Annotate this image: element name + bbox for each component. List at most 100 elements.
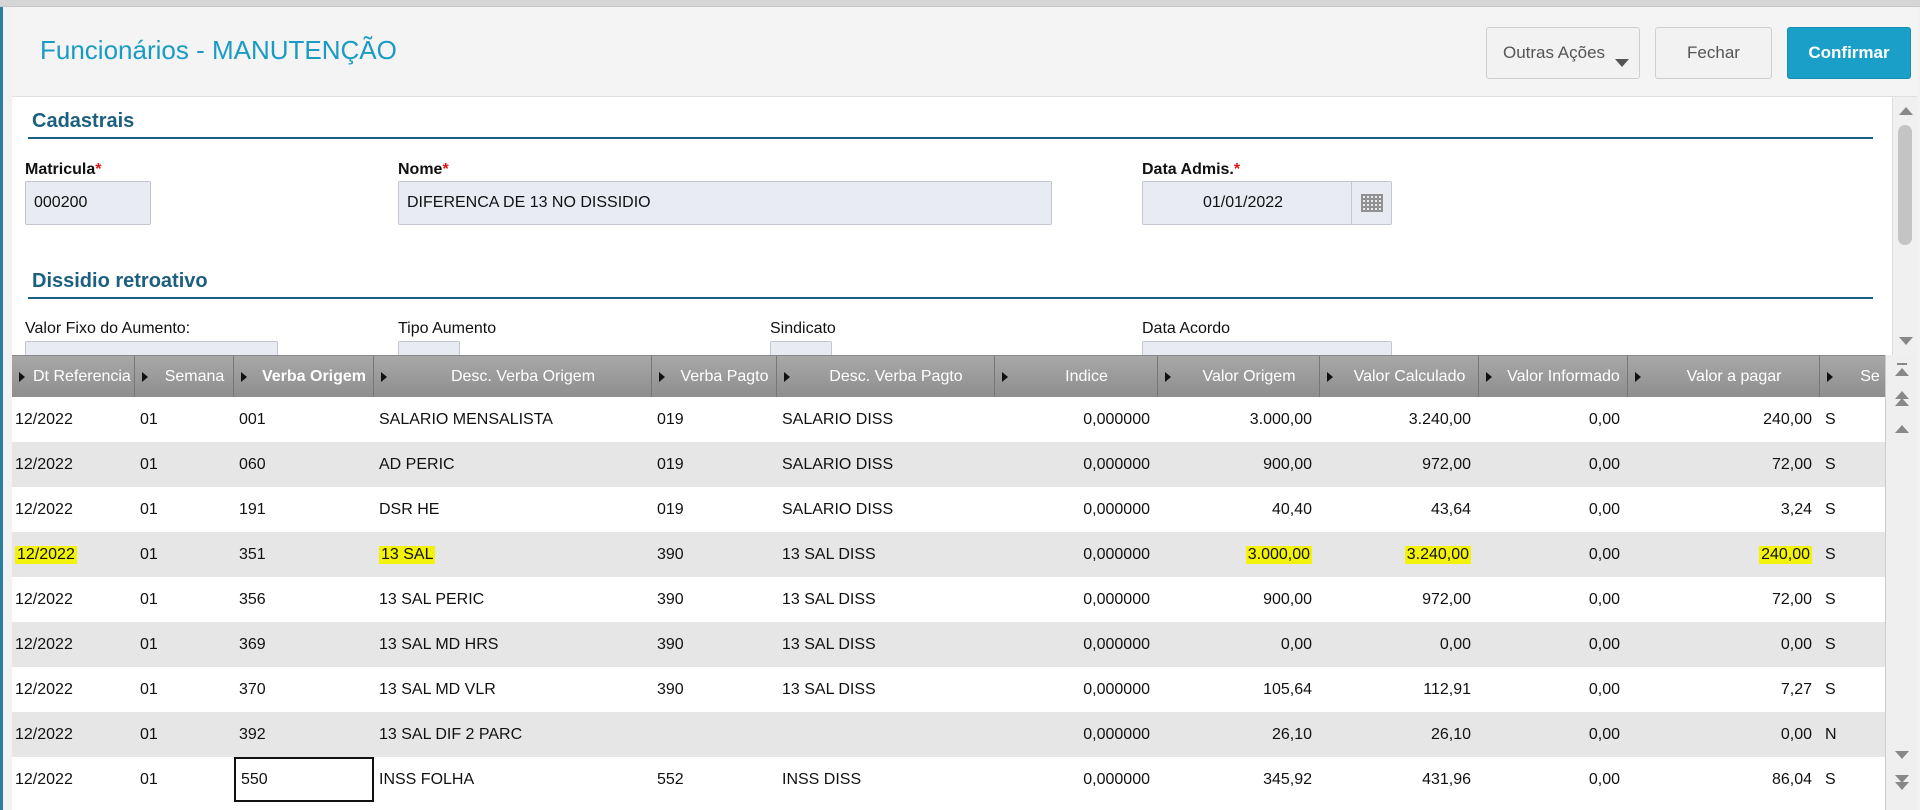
cell-desc-verba-origem[interactable]: 13 SAL MD VLR	[379, 680, 496, 698]
sort-arrow-icon[interactable]	[659, 371, 665, 382]
scroll-up-icon[interactable]	[1894, 421, 1910, 437]
cell-valor-calculado[interactable]: 431,96	[1422, 770, 1471, 788]
cell-desc-verba-origem[interactable]: DSR HE	[379, 500, 440, 518]
table-row[interactable]: 12/2022 01 392 13 SAL DIF 2 PARC 0,000000 26,…	[12, 712, 1885, 757]
cell-desc-verba-origem[interactable]: 13 SAL DIF 2 PARC	[379, 725, 523, 743]
cell-desc-verba-pagto[interactable]: SALARIO DISS	[782, 455, 894, 473]
cell-valor-a-pagar[interactable]: 3,24	[1780, 500, 1812, 518]
cell-valor-informado[interactable]: 0,00	[1588, 770, 1620, 788]
form-scrollbar[interactable]	[1892, 97, 1917, 355]
cell-valor-calculado[interactable]: 972,00	[1422, 590, 1471, 608]
cell-dt-referencia[interactable]: 12/2022	[15, 545, 77, 564]
cell-desc-verba-pagto[interactable]: SALARIO DISS	[782, 500, 894, 518]
cell-valor-origem[interactable]: 3.000,00	[1245, 545, 1312, 564]
cell-indice[interactable]: 0,000000	[1083, 635, 1150, 653]
cell-valor-origem[interactable]: 900,00	[1263, 590, 1312, 608]
sort-arrow-icon[interactable]	[142, 371, 148, 382]
cell-dt-referencia[interactable]: 12/2022	[15, 725, 73, 743]
cell-valor-informado[interactable]: 0,00	[1588, 680, 1620, 698]
cell-valor-calculado[interactable]: 972,00	[1422, 455, 1471, 473]
cell-desc-verba-origem[interactable]: INSS FOLHA	[379, 770, 475, 788]
cell-se[interactable]: S	[1825, 590, 1836, 608]
cell-desc-verba-origem[interactable]: 13 SAL MD HRS	[379, 635, 499, 653]
scroll-first-icon[interactable]	[1894, 363, 1910, 379]
column-header-verba-origem[interactable]: Verba Origem	[234, 356, 374, 397]
sort-arrow-icon[interactable]	[1165, 371, 1171, 382]
cell-valor-a-pagar[interactable]: 240,00	[1759, 545, 1812, 564]
sindicato-field[interactable]	[770, 341, 832, 355]
cell-valor-a-pagar[interactable]: 0,00	[1780, 635, 1812, 653]
cell-valor-a-pagar[interactable]: 72,00	[1771, 455, 1812, 473]
grid-scrollbar[interactable]	[1885, 355, 1917, 810]
cell-se[interactable]: S	[1825, 500, 1836, 518]
cell-verba-origem[interactable]: 001	[239, 410, 266, 428]
cell-desc-verba-pagto[interactable]: SALARIO DISS	[782, 410, 894, 428]
cell-valor-informado[interactable]: 0,00	[1588, 455, 1620, 473]
cell-dt-referencia[interactable]: 12/2022	[15, 455, 73, 473]
cell-desc-verba-origem[interactable]: 13 SAL	[379, 545, 436, 564]
valor-fixo-field[interactable]	[25, 341, 278, 355]
cell-verba-origem[interactable]: 060	[239, 455, 266, 473]
column-header-desc-verba-origem[interactable]: Desc. Verba Origem	[374, 356, 652, 397]
confirmar-button[interactable]: Confirmar	[1787, 27, 1911, 79]
cell-valor-calculado[interactable]: 43,64	[1430, 500, 1471, 518]
cell-se[interactable]: S	[1825, 545, 1836, 563]
cell-semana[interactable]: 01	[140, 770, 158, 788]
cell-valor-informado[interactable]: 0,00	[1588, 410, 1620, 428]
sort-arrow-icon[interactable]	[381, 371, 387, 382]
scroll-page-up-icon[interactable]	[1894, 391, 1910, 407]
cell-dt-referencia[interactable]: 12/2022	[15, 680, 73, 698]
cell-valor-origem[interactable]: 26,10	[1271, 725, 1312, 743]
cell-semana[interactable]: 01	[140, 635, 158, 653]
cell-verba-pagto[interactable]: 019	[657, 455, 684, 473]
cell-semana[interactable]: 01	[140, 680, 158, 698]
cell-valor-origem[interactable]: 3.000,00	[1249, 410, 1312, 428]
sort-arrow-icon[interactable]	[1327, 371, 1333, 382]
cell-valor-origem[interactable]: 345,92	[1263, 770, 1312, 788]
table-row[interactable]: 12/2022 01 001 SALARIO MENSALISTA 019 SALARIO…	[12, 397, 1885, 442]
cell-verba-origem[interactable]: 392	[239, 725, 266, 743]
cell-indice[interactable]: 0,000000	[1083, 680, 1150, 698]
nome-field[interactable]: DIFERENCA DE 13 NO DISSIDIO	[398, 181, 1052, 225]
calendar-icon[interactable]	[1351, 182, 1391, 224]
column-header-semana[interactable]: Semana	[135, 356, 234, 397]
cell-valor-informado[interactable]: 0,00	[1588, 500, 1620, 518]
scroll-page-down-icon[interactable]	[1894, 775, 1910, 791]
column-header-desc-verba-pagto[interactable]: Desc. Verba Pagto	[777, 356, 995, 397]
cell-dt-referencia[interactable]: 12/2022	[15, 410, 73, 428]
cell-se[interactable]: S	[1825, 455, 1836, 473]
cell-valor-a-pagar[interactable]: 7,27	[1780, 680, 1812, 698]
cell-valor-origem[interactable]: 105,64	[1263, 680, 1312, 698]
cell-verba-pagto[interactable]: 390	[657, 590, 684, 608]
cell-valor-a-pagar[interactable]: 240,00	[1763, 410, 1812, 428]
cell-verba-pagto[interactable]: 552	[657, 770, 684, 788]
cell-se[interactable]: S	[1825, 680, 1836, 698]
sort-arrow-icon[interactable]	[1486, 371, 1492, 382]
cell-desc-verba-pagto[interactable]: 13 SAL DISS	[782, 590, 876, 608]
matricula-field[interactable]: 000200	[25, 181, 151, 225]
sort-arrow-icon[interactable]	[1635, 371, 1641, 382]
cell-dt-referencia[interactable]: 12/2022	[15, 500, 73, 518]
cell-verba-pagto[interactable]: 390	[657, 680, 684, 698]
cell-desc-verba-pagto[interactable]	[782, 712, 995, 757]
cell-indice[interactable]: 0,000000	[1083, 725, 1150, 743]
cell-semana[interactable]: 01	[140, 590, 158, 608]
cell-indice[interactable]: 0,000000	[1083, 500, 1150, 518]
cell-semana[interactable]: 01	[140, 410, 158, 428]
column-header-verba-pagto[interactable]: Verba Pagto	[652, 356, 777, 397]
cell-verba-pagto[interactable]: 390	[657, 635, 684, 653]
cell-dt-referencia[interactable]: 12/2022	[15, 770, 73, 788]
cell-valor-calculado[interactable]: 26,10	[1430, 725, 1471, 743]
sort-arrow-icon[interactable]	[1827, 371, 1833, 382]
cell-desc-verba-origem[interactable]: SALARIO MENSALISTA	[379, 410, 553, 428]
column-header-valor-informado[interactable]: Valor Informado	[1479, 356, 1628, 397]
table-row[interactable]: 12/2022 01 356 13 SAL PERIC 390 13 SAL DISS 0,…	[12, 577, 1885, 622]
cell-desc-verba-pagto[interactable]: INSS DISS	[782, 770, 862, 788]
cell-se[interactable]: S	[1825, 770, 1836, 788]
sort-arrow-icon[interactable]	[241, 371, 247, 382]
scroll-thumb[interactable]	[1898, 125, 1912, 245]
cell-valor-origem[interactable]: 40,40	[1271, 500, 1312, 518]
cell-verba-origem[interactable]: 351	[239, 545, 266, 563]
table-row[interactable]: 12/2022 01 550 INSS FOLHA 552 INSS DISS 0,0000…	[12, 757, 1885, 802]
column-header-se[interactable]: Se	[1820, 356, 1885, 397]
